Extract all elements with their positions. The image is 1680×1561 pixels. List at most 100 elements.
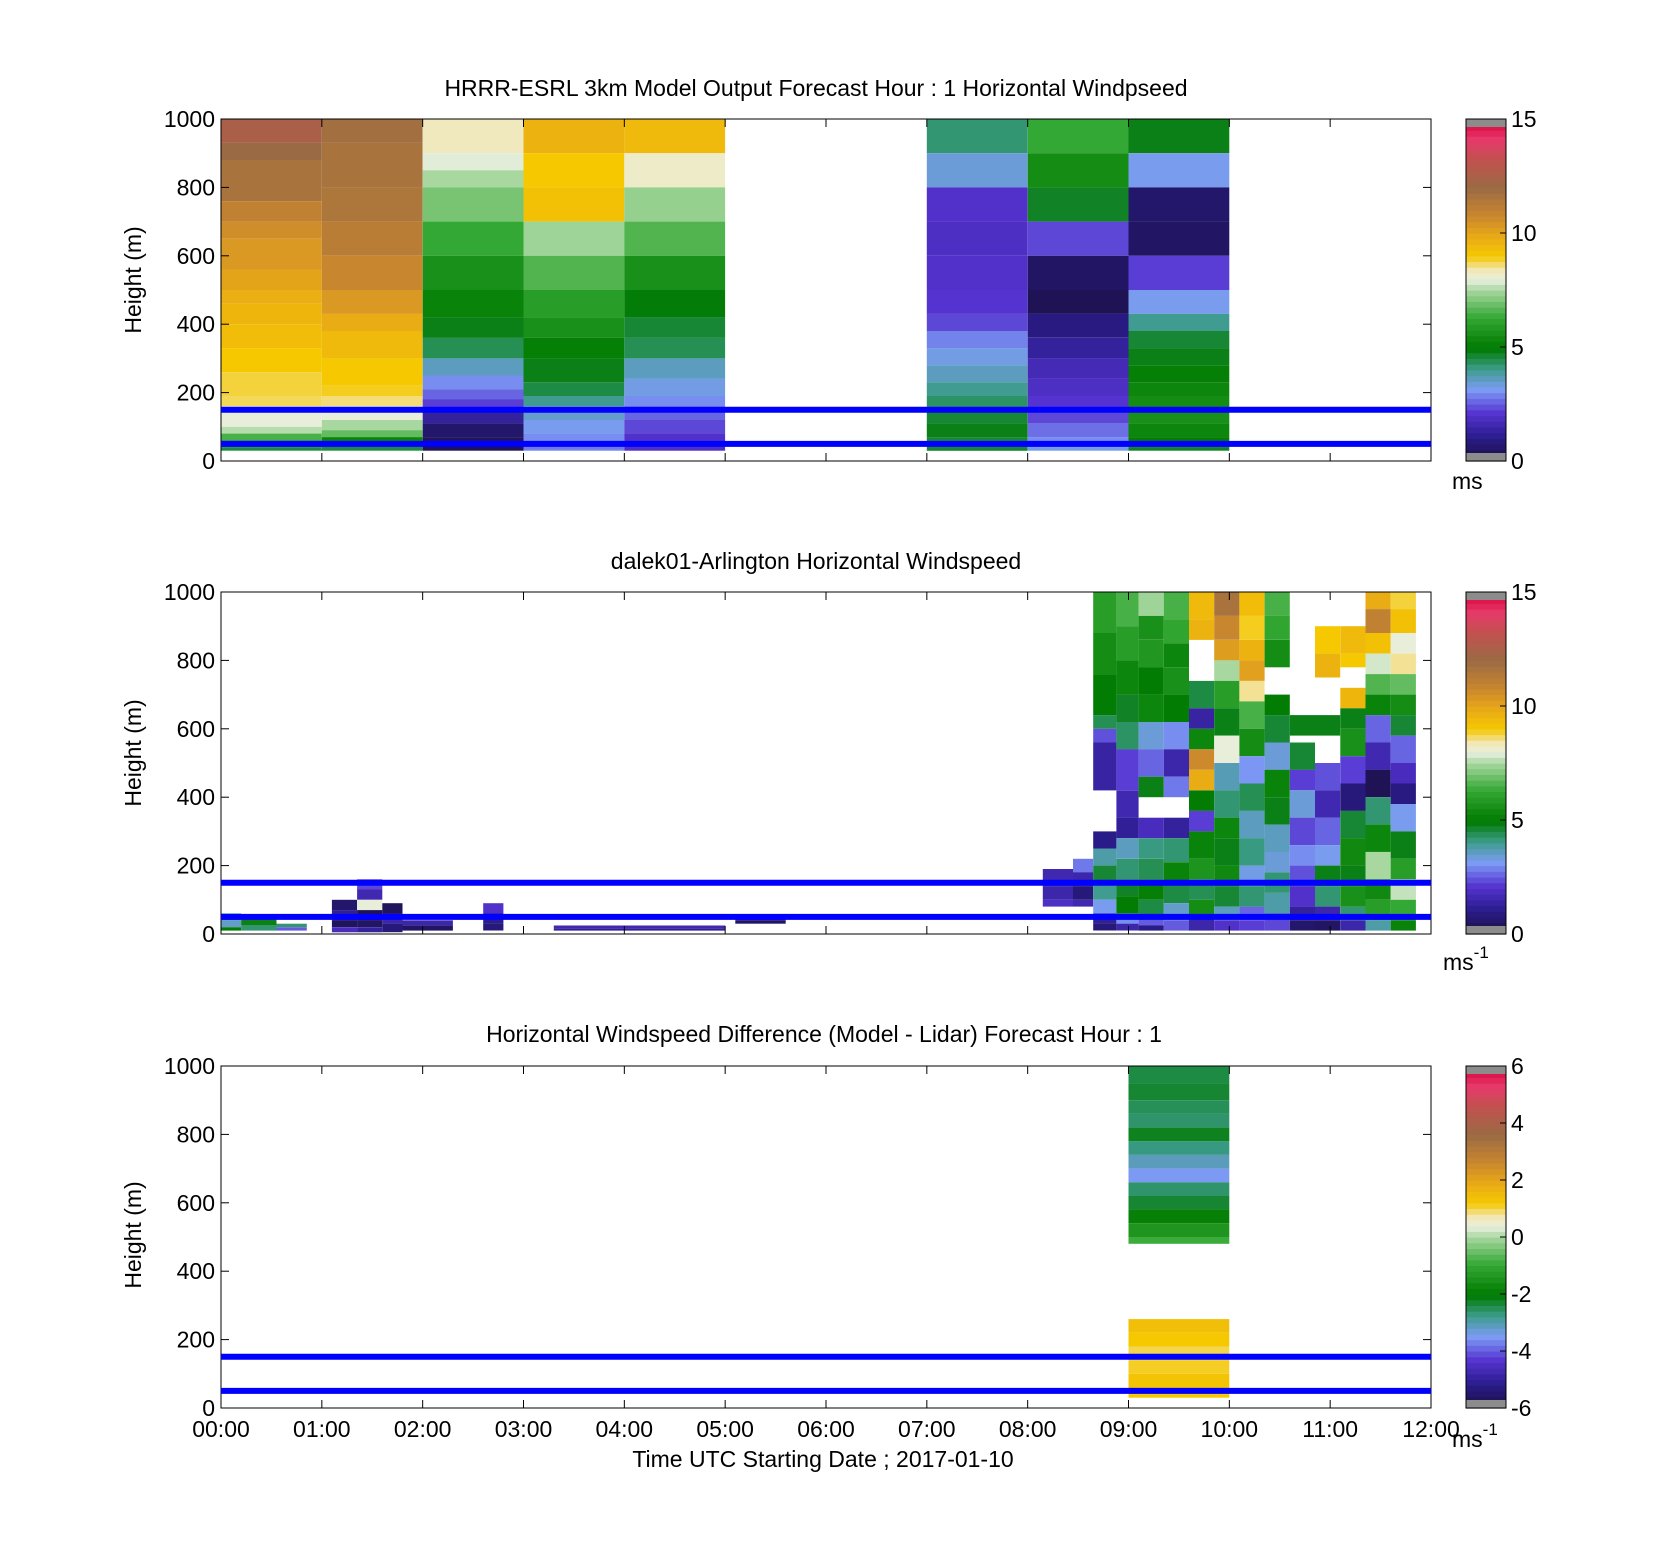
panel-model-cell (926, 365, 1028, 383)
panel-model-cell (523, 290, 625, 318)
panel-lidar-cell (382, 923, 403, 933)
panel-lidar-ytick-label: 400 (177, 784, 215, 810)
panel-model-colorbar-segment (1466, 312, 1506, 320)
panel-lidar-cell (1163, 643, 1189, 668)
panel-lidar-cell (1365, 851, 1391, 880)
panel-lidar-colorbar-segment (1466, 899, 1506, 907)
panel-lidar-cell (1093, 923, 1117, 931)
panel-lidar-cell (1138, 776, 1164, 798)
panel-model-cell (422, 375, 524, 390)
panel-lidar-colorbar-segment (1466, 905, 1506, 912)
panel-difference-ytick-label: 400 (177, 1258, 215, 1284)
panel-lidar-cell (1239, 810, 1265, 839)
panel-difference-ytick-label: 0 (202, 1395, 215, 1421)
panel-lidar-colorbar-segment (1466, 626, 1506, 633)
panel-difference-colorbar-segment (1466, 1128, 1506, 1135)
panel-difference-ylabel: Height (m) (120, 1181, 146, 1288)
panel-lidar-cell (1214, 708, 1240, 736)
panel-lidar-cell (1116, 838, 1139, 859)
panel-lidar-cell (1239, 701, 1265, 729)
panel-model-cell (1027, 378, 1129, 396)
panel-lidar-cell (1340, 687, 1366, 709)
panel-model-cell (1128, 290, 1230, 314)
panel-model-colorbar-segment (1466, 278, 1506, 285)
panel-lidar-cell (1214, 592, 1240, 616)
panel-model-cell (422, 443, 524, 451)
panel-model-colorbar-segment (1466, 267, 1506, 274)
panel-lidar-colorbar-frame (1465, 591, 1507, 935)
panel-difference-xtick-label: 01:00 (293, 1416, 351, 1442)
panel-model-cell (926, 221, 1028, 256)
panel-difference-colorbar-segment (1466, 1162, 1506, 1170)
panel-model-cell (221, 269, 322, 290)
panel-model-cell (1027, 447, 1129, 451)
panel-lidar-colorbar-segment (1466, 871, 1506, 878)
panel-lidar-colorbar-segment (1466, 894, 1506, 901)
panel-model-cell (321, 290, 423, 314)
panel-model-cell (523, 382, 625, 396)
panel-lidar-ytick-label: 1000 (164, 579, 215, 605)
panel-difference-colorbar-segment (1466, 1282, 1506, 1289)
panel-lidar-cell (483, 903, 504, 914)
panel-difference-colorbar-segment (1466, 1299, 1506, 1306)
panel-difference-cell (1128, 1100, 1230, 1114)
panel-model-cell (321, 119, 423, 143)
panel-model-cell (422, 389, 524, 400)
panel-lidar-colorbar-segment (1466, 757, 1506, 764)
panel-lidar-cell (1390, 831, 1416, 859)
panel-difference-colorbar-segment (1466, 1356, 1506, 1363)
panel-difference-colorbar-segment (1466, 1174, 1506, 1181)
panel-difference-colorbar-tick-label: 6 (1511, 1053, 1524, 1079)
panel-lidar-cell (1365, 592, 1391, 610)
panel-model-cell (523, 317, 625, 338)
panel-lidar-cell (1093, 715, 1117, 729)
panel-lidar-cell (1289, 742, 1315, 770)
panel-lidar-colorbar-segment (1466, 745, 1506, 753)
panel-lidar-cell (1163, 722, 1189, 750)
panel-lidar-cell (1315, 715, 1341, 736)
panel-lidar-cell (1042, 886, 1073, 900)
panel-lidar-cell (1093, 882, 1117, 900)
panel-difference-colorbar-tick-label: 4 (1511, 1110, 1524, 1136)
panel-difference-colorbar-segment (1466, 1259, 1506, 1267)
panel-model-cell (321, 385, 423, 397)
panel-model-ytick-label: 600 (177, 243, 215, 269)
panel-lidar-cell (1138, 925, 1164, 931)
panel-model-cell (321, 313, 423, 331)
panel-difference-colorbar-segment (1466, 1157, 1506, 1164)
panel-model-colorbar-segment (1466, 398, 1506, 405)
panel-lidar-cell (382, 903, 403, 914)
panel-model-cell (523, 119, 625, 154)
panel-model-cell (926, 255, 1028, 290)
panel-model-cell (926, 396, 1028, 410)
panel-lidar-cell (1264, 769, 1290, 798)
panel-model-colorbar-cap-bottom (1466, 453, 1506, 461)
panel-lidar-cell (1239, 592, 1265, 616)
panel-model-colorbar-segment (1466, 369, 1506, 377)
panel-model-cell (321, 358, 423, 386)
panel-model-colorbar-segment (1466, 386, 1506, 394)
panel-model-cell (1027, 119, 1129, 154)
panel-lidar-colorbar-segment (1466, 882, 1506, 889)
panel-lidar-cell (1390, 592, 1416, 610)
panel-difference-cell (1128, 1319, 1230, 1333)
panel-model-cell (523, 358, 625, 383)
panel-model-colorbar-segment (1466, 124, 1506, 131)
panel-model-cell (221, 290, 322, 304)
panel-lidar-cell (1289, 817, 1315, 846)
panel-model-colorbar-segment (1466, 153, 1506, 160)
panel-difference-colorbar-tick-label: -2 (1511, 1281, 1531, 1307)
panel-lidar-cell (1214, 838, 1240, 866)
panel-lidar-cell (1073, 886, 1094, 900)
panel-lidar-cell (1189, 619, 1215, 640)
panel-lidar-colorbar-segment (1466, 911, 1506, 918)
panel-lidar-cell (1390, 609, 1416, 633)
panel-lidar-colorbar-segment (1466, 597, 1506, 604)
panel-lidar-cell (1365, 694, 1391, 716)
panel-model-cell (422, 187, 524, 222)
panel-lidar-cell (1163, 838, 1189, 863)
panel-difference-colorbar-segment (1466, 1219, 1506, 1227)
panel-lidar-cell (735, 920, 786, 924)
panel-lidar-colorbar-segment (1466, 677, 1506, 684)
